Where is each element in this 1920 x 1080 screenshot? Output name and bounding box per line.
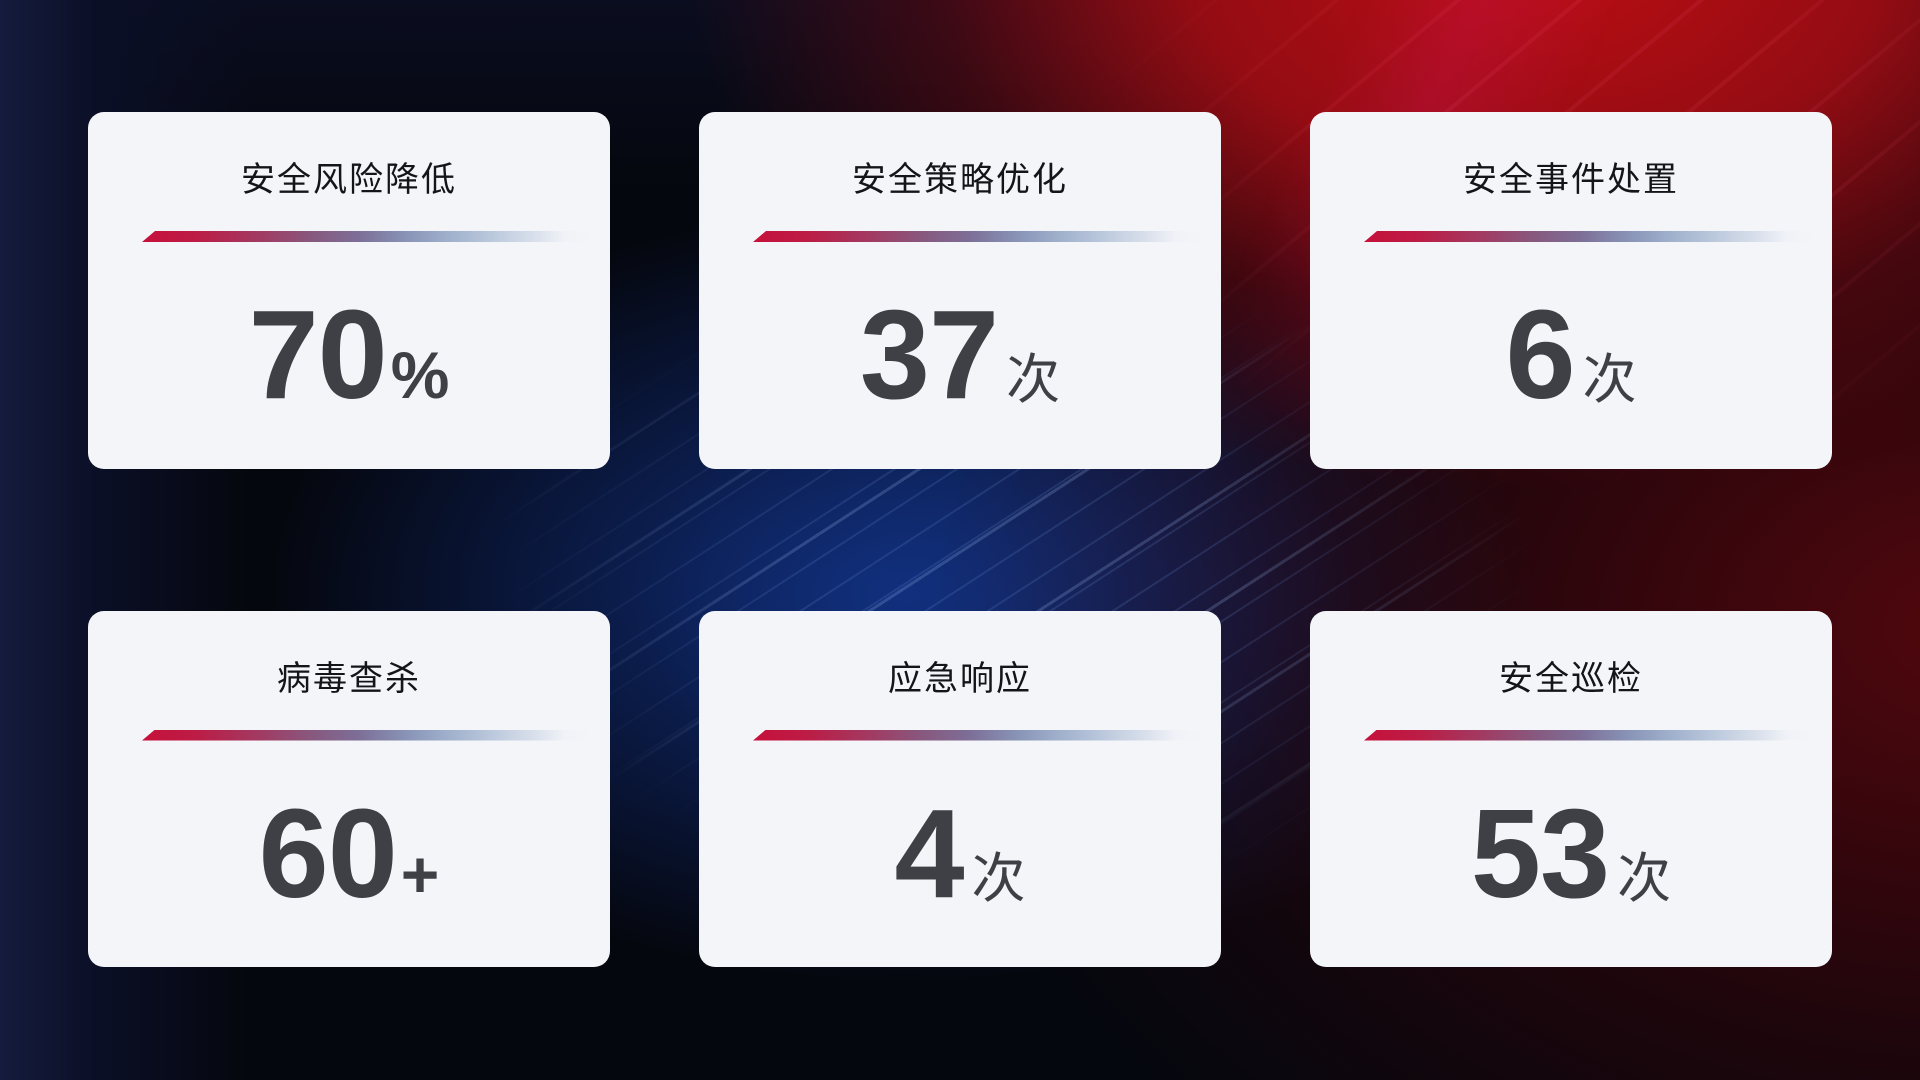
card-unit: 次 [1006, 350, 1061, 411]
gradient-divider [753, 729, 1203, 741]
card-value: 37 [859, 284, 999, 426]
card-value: 6 [1505, 284, 1575, 426]
gradient-divider [753, 231, 1203, 242]
card-unit: 次 [1582, 350, 1637, 411]
stat-card-policy-optimization: 安全策略优化 37 次 [699, 112, 1221, 469]
card-title: 安全事件处置 [1463, 161, 1679, 199]
card-value-row: 37 次 [699, 242, 1221, 469]
card-title: 安全巡检 [1499, 659, 1643, 698]
card-title: 安全策略优化 [852, 161, 1068, 199]
card-value: 60 [258, 782, 398, 924]
card-value-pair: 70% [249, 292, 450, 418]
card-unit: 次 [971, 848, 1026, 909]
card-unit: + [400, 836, 440, 911]
card-unit: % [390, 338, 450, 413]
card-value-pair: 53 次 [1470, 782, 1672, 924]
card-unit: 次 [1617, 848, 1672, 909]
stat-card-security-risk-reduction: 安全风险降低 70% [88, 112, 610, 469]
stat-card-virus-scan: 病毒查杀 60 + [88, 610, 610, 968]
card-title: 应急响应 [888, 659, 1032, 698]
card-value-pair: 37 次 [860, 292, 1060, 418]
card-title: 安全风险降低 [241, 161, 457, 199]
card-value: 53 [1470, 782, 1610, 924]
card-title: 病毒查杀 [277, 659, 421, 698]
card-value-row: 53 次 [1310, 741, 1832, 968]
gradient-divider [142, 231, 592, 242]
gradient-divider [142, 729, 592, 741]
card-value-row: 60 + [88, 741, 610, 968]
card-value-pair: 60 + [258, 782, 440, 924]
gradient-divider [1364, 231, 1814, 242]
card-value-row: 70% [88, 242, 610, 469]
gradient-divider [1364, 729, 1814, 741]
stat-card-security-inspection: 安全巡检 53 次 [1310, 610, 1832, 968]
card-value: 4 [894, 782, 964, 924]
card-value: 70 [248, 284, 388, 426]
